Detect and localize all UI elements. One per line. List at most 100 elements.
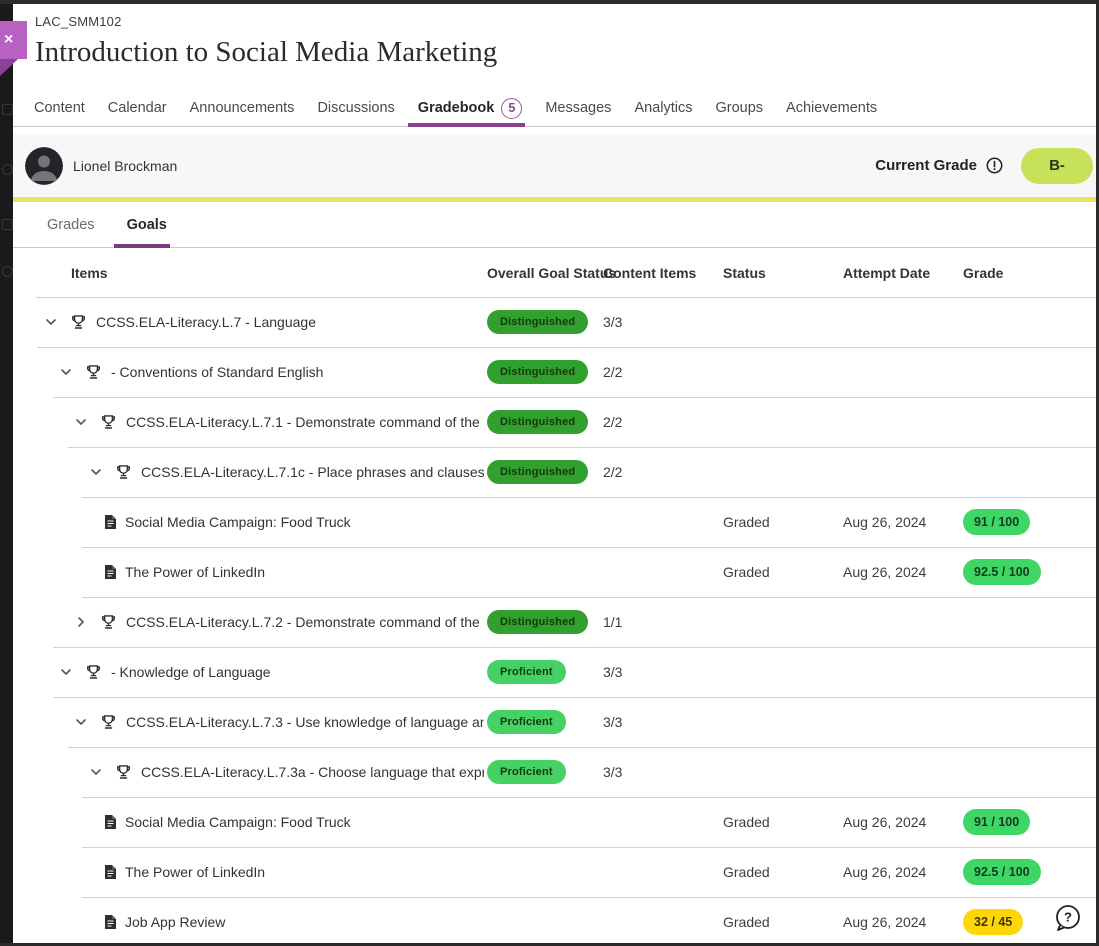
- tab-analytics[interactable]: Analytics: [634, 100, 693, 116]
- tab-calendar[interactable]: Calendar: [107, 100, 167, 116]
- status-text: Graded: [723, 864, 770, 880]
- goal-trophy-icon: [100, 714, 117, 731]
- goal-label: CCSS.ELA-Literacy.L.7.1c - Place phrases…: [141, 464, 484, 480]
- grade-pill: 92.5 / 100: [963, 559, 1041, 585]
- content-item-row[interactable]: Social Media Campaign: Food Truck Graded…: [13, 497, 1096, 547]
- tab-gradebook[interactable]: Gradebook 5: [407, 90, 525, 127]
- content-item-label: The Power of LinkedIn: [125, 864, 266, 880]
- document-icon: [103, 864, 118, 880]
- goal-row[interactable]: CCSS.ELA-Literacy.L.7.2 - Demonstrate co…: [13, 597, 1096, 647]
- chevron-down-icon[interactable]: [74, 715, 88, 729]
- chevron-down-icon[interactable]: [89, 465, 103, 479]
- col-status: Status: [723, 264, 766, 281]
- goal-label: CCSS.ELA-Literacy.L.7.3a - Choose langua…: [141, 764, 484, 780]
- course-code: LAC_SMM102: [35, 14, 122, 29]
- goal-row[interactable]: - Conventions of Standard English Distin…: [13, 347, 1096, 397]
- question-mark-glyph: ?: [1064, 910, 1072, 925]
- goal-label: CCSS.ELA-Literacy.L.7.1 - Demonstrate co…: [126, 414, 484, 430]
- col-items: Items: [71, 264, 108, 281]
- content-item-row[interactable]: Job App Review Graded Aug 26, 2024 32 / …: [13, 897, 1096, 943]
- avatar: [25, 146, 63, 185]
- document-icon: [103, 914, 118, 930]
- tab-grades[interactable]: Grades: [47, 216, 95, 233]
- content-item-label: Social Media Campaign: Food Truck: [125, 514, 351, 530]
- content-item-row[interactable]: Social Media Campaign: Food Truck Graded…: [13, 797, 1096, 847]
- chevron-down-icon[interactable]: [89, 765, 103, 779]
- grade-pill: 91 / 100: [963, 809, 1031, 835]
- document-icon: [103, 564, 118, 580]
- attempt-date: Aug 26, 2024: [843, 814, 927, 830]
- goal-label: CCSS.ELA-Literacy.L.7.2 - Demonstrate co…: [126, 614, 484, 630]
- grade-pill: 91 / 100: [963, 509, 1031, 535]
- gradebook-subtabs: Grades Goals: [13, 202, 1096, 248]
- content-items-count: 2/2: [603, 414, 623, 430]
- tab-content[interactable]: Content: [34, 100, 85, 116]
- goal-trophy-icon: [85, 664, 102, 681]
- current-grade-zone: Current Grade B-: [875, 147, 1096, 184]
- content-item-row[interactable]: The Power of LinkedIn Graded Aug 26, 202…: [13, 547, 1096, 597]
- tab-discussions[interactable]: Discussions: [317, 100, 395, 116]
- tab-gradebook-label: Gradebook: [417, 100, 495, 116]
- tab-announcements[interactable]: Announcements: [189, 100, 295, 116]
- goal-row[interactable]: CCSS.ELA-Literacy.L.7.1 - Demonstrate co…: [13, 397, 1096, 447]
- goals-table-body: CCSS.ELA-Literacy.L.7 - Language Disting…: [13, 297, 1096, 943]
- tab-messages[interactable]: Messages: [545, 100, 612, 116]
- goal-label: - Conventions of Standard English: [111, 364, 324, 380]
- goal-row[interactable]: CCSS.ELA-Literacy.L.7.1c - Place phrases…: [13, 447, 1096, 497]
- spacer: [13, 127, 1096, 134]
- goal-status-badge: Proficient: [487, 710, 566, 734]
- course-header: LAC_SMM102 Introduction to Social Media …: [13, 4, 1096, 90]
- student-name: Lionel Brockman: [73, 157, 178, 174]
- goal-label: CCSS.ELA-Literacy.L.7 - Language: [96, 314, 316, 330]
- background-glyph: [2, 104, 13, 115]
- content-items-count: 3/3: [603, 764, 623, 780]
- chevron-down-icon[interactable]: [74, 415, 88, 429]
- document-icon: [103, 814, 118, 830]
- goal-trophy-icon: [115, 464, 132, 481]
- content-items-count: 3/3: [603, 714, 623, 730]
- grade-pill: 92.5 / 100: [963, 859, 1041, 885]
- col-overall-goal-status: Overall Goal Status: [487, 264, 617, 281]
- content-item-label: The Power of LinkedIn: [125, 564, 266, 580]
- goal-status-badge: Distinguished: [487, 310, 589, 334]
- content-item-row[interactable]: The Power of LinkedIn Graded Aug 26, 202…: [13, 847, 1096, 897]
- help-button[interactable]: ?: [1053, 903, 1083, 938]
- goal-status-badge: Proficient: [487, 660, 566, 684]
- tab-groups[interactable]: Groups: [715, 100, 764, 116]
- chevron-down-icon[interactable]: [59, 365, 73, 379]
- chevron-down-icon[interactable]: [59, 665, 73, 679]
- attempt-date: Aug 26, 2024: [843, 914, 927, 930]
- tab-achievements[interactable]: Achievements: [786, 100, 878, 116]
- goal-row[interactable]: - Knowledge of Language Proficient 3/3: [13, 647, 1096, 697]
- course-panel: LAC_SMM102 Introduction to Social Media …: [13, 4, 1096, 943]
- status-text: Graded: [723, 514, 770, 530]
- status-text: Graded: [723, 564, 770, 580]
- chevron-down-icon[interactable]: [44, 315, 58, 329]
- background-glyph: [2, 164, 13, 175]
- tab-goals[interactable]: Goals: [113, 202, 171, 248]
- goal-row[interactable]: CCSS.ELA-Literacy.L.7.3 - Use knowledge …: [13, 697, 1096, 747]
- content-items-count: 1/1: [603, 614, 623, 630]
- goal-status-badge: Distinguished: [487, 410, 589, 434]
- col-content-items: Content Items: [603, 264, 697, 281]
- chevron-right-icon[interactable]: [74, 615, 88, 629]
- goal-status-badge: Distinguished: [487, 360, 589, 384]
- close-panel-button[interactable]: ×: [0, 21, 27, 59]
- col-grade: Grade: [963, 264, 1004, 281]
- status-text: Graded: [723, 814, 770, 830]
- info-icon[interactable]: [986, 157, 1003, 174]
- goal-label: CCSS.ELA-Literacy.L.7.3 - Use knowledge …: [126, 714, 484, 730]
- content-items-count: 3/3: [603, 314, 623, 330]
- attempt-date: Aug 26, 2024: [843, 564, 927, 580]
- goal-row[interactable]: CCSS.ELA-Literacy.L.7 - Language Disting…: [13, 297, 1096, 347]
- current-grade-pill: B-: [1021, 147, 1093, 184]
- status-text: Graded: [723, 914, 770, 930]
- content-items-count: 2/2: [603, 364, 623, 380]
- student-bar-underline: [13, 197, 1096, 202]
- table-header: Items Overall Goal Status Content Items …: [13, 248, 1096, 297]
- goal-trophy-icon: [115, 764, 132, 781]
- goal-row[interactable]: CCSS.ELA-Literacy.L.7.3a - Choose langua…: [13, 747, 1096, 797]
- document-icon: [103, 514, 118, 530]
- content-items-count: 3/3: [603, 664, 623, 680]
- attempt-date: Aug 26, 2024: [843, 514, 927, 530]
